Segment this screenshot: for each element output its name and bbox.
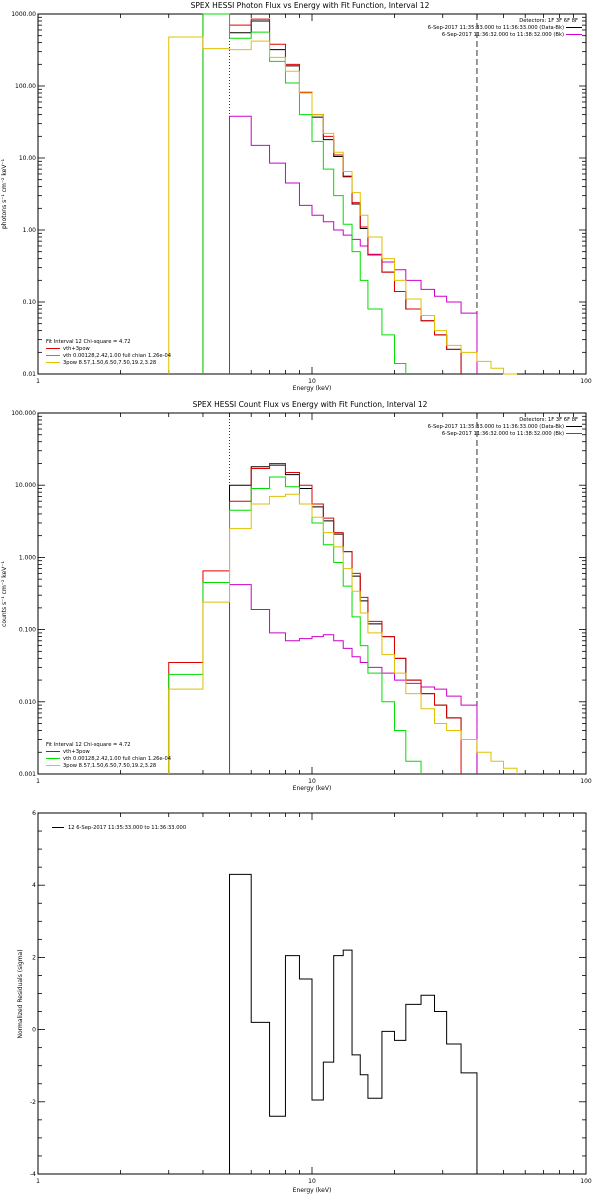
series-red-line	[168, 462, 462, 774]
x-tick-label: 100	[580, 778, 592, 785]
y-tick-label: 4	[32, 882, 36, 889]
panel1-series	[168, 13, 517, 375]
y-tick-label: 0.001	[19, 771, 36, 778]
panel1-ylabel: photons s⁻¹ cm⁻² keV⁻¹	[1, 158, 8, 229]
series-black-line	[229, 464, 478, 774]
panel1-xlabel: Energy (keV)	[293, 385, 332, 392]
series-green-line	[168, 476, 422, 774]
panel1-ticks: 1 10 100 0.01 0.10 1.00 10.00 100.00 1000.00	[11, 11, 592, 385]
x-tick-label: 10	[308, 778, 316, 785]
x-tick-label: 100	[580, 1178, 592, 1185]
panel1-legend-left: Fit Interval 12 Chi-square = 4.72 vth+3p…	[46, 339, 172, 366]
panel2-xlabel: Energy (keV)	[293, 785, 332, 792]
panel2-legend-data: 6-Sep-2017 11:35:33.000 to 11:36:33.000 …	[428, 424, 564, 430]
y-tick-label: 2	[32, 954, 36, 961]
panel1-frame	[37, 13, 587, 375]
panel2-legend-green: vth 0.00128,2.42,1.00 full chian 1.26e-0…	[63, 756, 172, 762]
series-black-line	[229, 873, 478, 1174]
panel1-title: SPEX HESSI Photon Flux vs Energy with Fi…	[191, 1, 430, 10]
panel1-legend-red: vth+3pow	[63, 346, 91, 352]
panel1-legend-fit: Fit Interval 12 Chi-square = 4.72	[46, 339, 131, 345]
panel2-title: SPEX HESSI Count Flux vs Energy with Fit…	[193, 400, 428, 409]
panel2-series	[168, 462, 518, 774]
x-tick-label: 100	[580, 378, 592, 385]
panel2-frame	[37, 412, 587, 775]
panel1-legend-data: 6-Sep-2017 11:35:33.000 to 11:36:33.000 …	[428, 25, 564, 31]
y-tick-label: 1.00	[23, 227, 37, 234]
panel2-legend-fit: Fit Interval 12 Chi-square = 4.72	[46, 742, 131, 748]
series-green-line	[202, 13, 407, 374]
y-tick-label: 6	[32, 810, 36, 817]
series-yellow-line	[168, 36, 517, 375]
x-tick-label: 10	[308, 378, 316, 385]
panel2-legend-right: Detectors: 1F 3F 6F 8F 6-Sep-2017 11:35:…	[428, 417, 582, 437]
series-red-line	[202, 13, 462, 374]
count-flux-panel: SPEX HESSI Count Flux vs Energy with Fit…	[1, 400, 592, 792]
panel3-xlabel: Energy (keV)	[293, 1187, 332, 1194]
x-tick-label: 10	[308, 1178, 316, 1185]
y-tick-label: 0	[32, 1027, 36, 1034]
panel1-legend-yellow: 3pow 8.57,1.50,6.50,7.50,19.2,3.28	[63, 360, 156, 366]
panel2-ticks: 1 10 100 0.001 0.010 0.100 1.000 10.000 100.000	[11, 410, 592, 785]
series-black-line	[202, 13, 462, 374]
panel1-legend-right: Detectors: 1F 3F 6F 8F 6-Sep-2017 11:35:…	[428, 18, 582, 38]
panel3-legend-label: 12 6-Sep-2017 11:35:33.000 to 11:36:33.0…	[68, 825, 186, 831]
panel2-legend-detectors: Detectors: 1F 3F 6F 8F	[519, 417, 578, 423]
y-tick-label: 0.10	[23, 299, 37, 306]
panel1-legend-bk: 6-Sep-2017 11:36:32.000 to 11:38:32.000 …	[442, 32, 564, 38]
panel2-legend-yellow: 3pow 8.57,1.50,6.50,7.50,19.2,3.28	[63, 763, 156, 769]
y-tick-label: -2	[30, 1099, 36, 1106]
panel2-ylabel: counts s⁻¹ cm⁻² keV⁻¹	[1, 561, 8, 627]
y-tick-label: 100.000	[11, 410, 36, 417]
panel2-legend-left: Fit Interval 12 Chi-square = 4.72 vth+3p…	[46, 742, 172, 769]
series-magenta-line	[229, 115, 478, 374]
x-tick-label: 1	[36, 1178, 40, 1185]
panel1-vlines	[229, 14, 478, 374]
residuals-panel: 1 10 100 -4 -2 0 2 4 6 Energy (keV) Normalized R…	[17, 810, 592, 1194]
panel2-legend-bk: 6-Sep-2017 11:36:32.000 to 11:38:32.000 …	[442, 431, 564, 437]
panel2-legend-red: vth+3pow	[63, 749, 91, 755]
y-tick-label: 0.01	[23, 371, 37, 378]
panel1-legend-detectors: Detectors: 1F 3F 6F 8F	[519, 18, 578, 24]
panel3-ticks: 1 10 100 -4 -2 0 2 4 6	[30, 810, 592, 1185]
x-tick-label: 1	[36, 778, 40, 785]
y-tick-label: 0.010	[19, 699, 36, 706]
panel3-series	[229, 873, 478, 1174]
y-tick-label: 100.00	[15, 83, 36, 90]
y-tick-label: 10.00	[19, 155, 36, 162]
panel3-legend: 12 6-Sep-2017 11:35:33.000 to 11:36:33.0…	[52, 825, 186, 831]
y-tick-label: 0.100	[19, 627, 36, 634]
y-tick-label: 1.000	[19, 554, 36, 561]
series-yellow-line	[168, 493, 518, 774]
y-tick-label: -4	[30, 1171, 36, 1178]
x-tick-label: 1	[36, 378, 40, 385]
panel1-legend-green: vth 0.00128,2.42,1.00 full chian 1.26e-0…	[63, 353, 172, 359]
series-magenta-line	[229, 584, 478, 774]
panel3-ylabel: Normalized Residuals (sigma)	[17, 949, 24, 1038]
y-tick-label: 10.000	[15, 482, 36, 489]
photon-flux-panel: SPEX HESSI Photon Flux vs Energy with Fi…	[1, 1, 592, 392]
y-tick-label: 1000.00	[11, 11, 36, 18]
